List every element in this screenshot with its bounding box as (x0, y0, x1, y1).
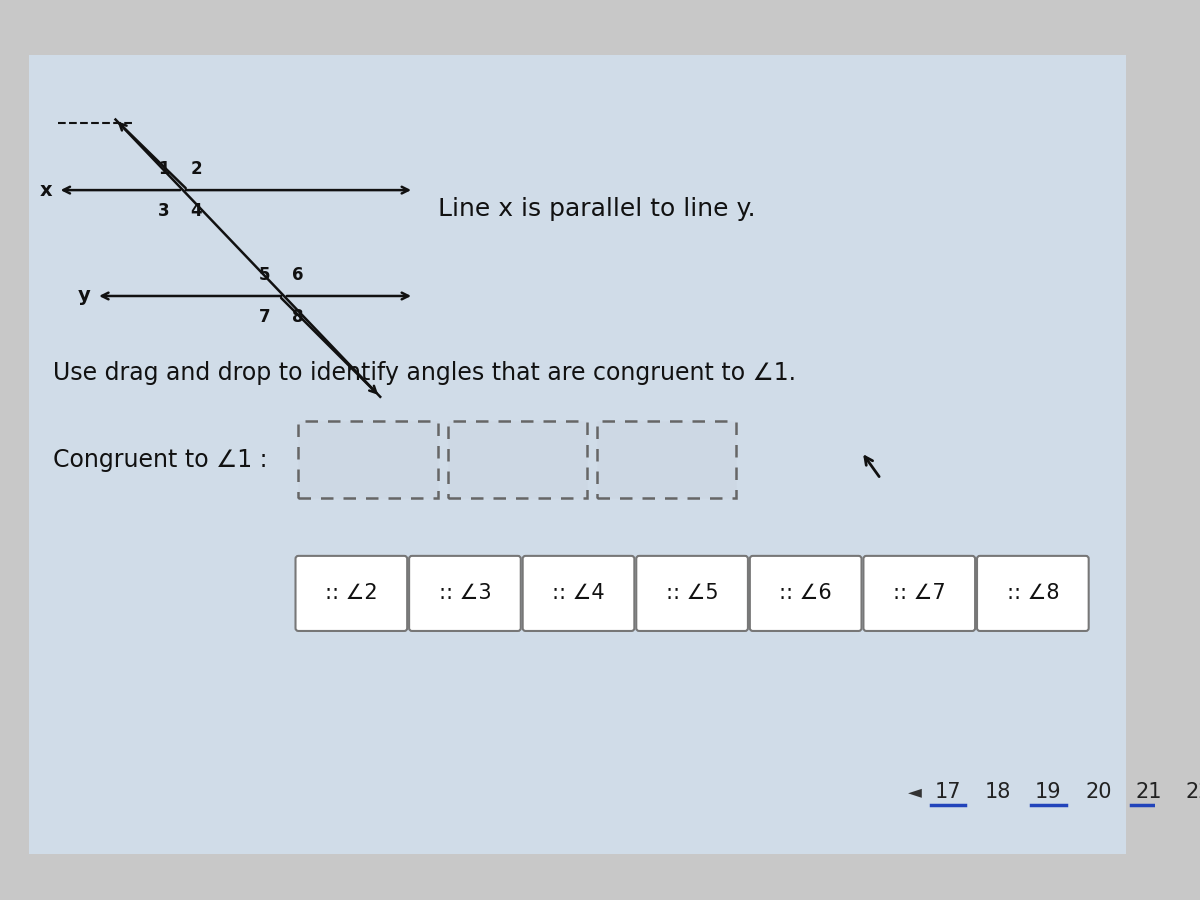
Text: 8: 8 (292, 308, 304, 326)
FancyBboxPatch shape (409, 556, 521, 631)
FancyBboxPatch shape (295, 556, 407, 631)
Text: 17: 17 (935, 782, 961, 802)
Text: :: ∠5: :: ∠5 (666, 583, 719, 603)
Text: ◄: ◄ (907, 783, 922, 801)
Text: 5: 5 (259, 266, 270, 284)
Text: 20: 20 (1085, 782, 1111, 802)
Text: :: ∠3: :: ∠3 (439, 583, 491, 603)
FancyBboxPatch shape (864, 556, 976, 631)
FancyBboxPatch shape (523, 556, 635, 631)
Text: 21: 21 (1135, 782, 1162, 802)
Text: x: x (40, 181, 53, 200)
FancyBboxPatch shape (29, 55, 1127, 854)
Text: :: ∠7: :: ∠7 (893, 583, 946, 603)
Text: Use drag and drop to identify angles that are congruent to ∠1.: Use drag and drop to identify angles tha… (53, 361, 796, 385)
Text: :: ∠8: :: ∠8 (1007, 583, 1060, 603)
Text: 22: 22 (1186, 782, 1200, 802)
FancyBboxPatch shape (596, 421, 737, 498)
Text: 1: 1 (158, 160, 169, 178)
Text: 6: 6 (292, 266, 304, 284)
FancyBboxPatch shape (299, 421, 438, 498)
Text: 4: 4 (191, 202, 202, 220)
Text: 2: 2 (191, 160, 202, 178)
Text: Congruent to ∠1 :: Congruent to ∠1 : (53, 447, 268, 472)
Text: 19: 19 (1034, 782, 1062, 802)
Text: y: y (77, 286, 90, 305)
Text: 18: 18 (985, 782, 1012, 802)
Text: :: ∠6: :: ∠6 (779, 583, 832, 603)
Text: 3: 3 (158, 202, 169, 220)
Text: :: ∠2: :: ∠2 (325, 583, 378, 603)
FancyBboxPatch shape (636, 556, 748, 631)
FancyBboxPatch shape (448, 421, 587, 498)
FancyBboxPatch shape (750, 556, 862, 631)
Text: 7: 7 (259, 308, 270, 326)
Text: :: ∠4: :: ∠4 (552, 583, 605, 603)
Text: Line x is parallel to line y.: Line x is parallel to line y. (438, 197, 756, 221)
FancyBboxPatch shape (977, 556, 1088, 631)
